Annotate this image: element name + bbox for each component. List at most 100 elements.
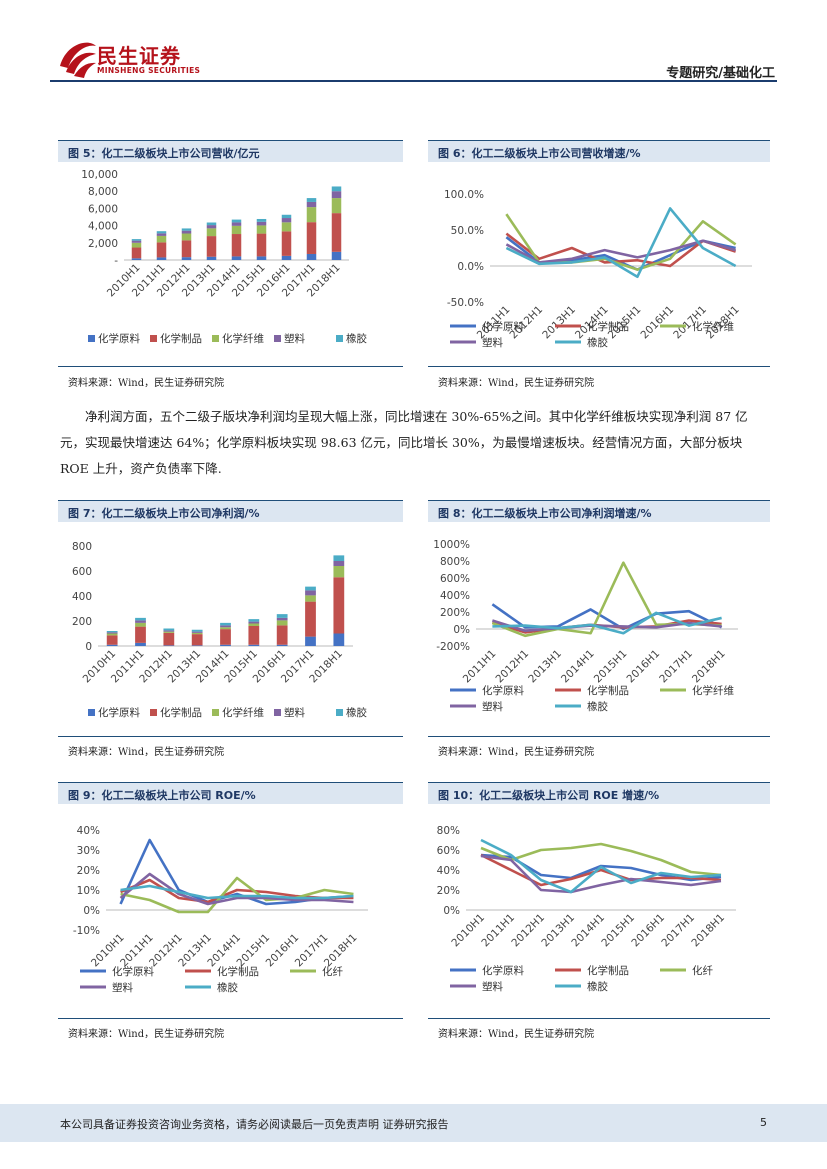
legend-label: 化学制品: [587, 320, 629, 333]
logo-en-text: MINSHENG SECURITIES: [97, 66, 201, 75]
bar-segment: [248, 644, 260, 646]
legend-label: 化学纤维: [222, 332, 264, 345]
bar-segment: [106, 632, 118, 634]
bar-segment: [206, 222, 217, 226]
bar-segment: [281, 255, 292, 260]
y-tick-label: -: [114, 255, 118, 267]
series-line: [505, 207, 737, 279]
figure-6-chart: 100.0%50.0%0.0%-50.0%2011H12012H12013H12…: [444, 189, 752, 349]
figure-5: 图 5：化工二级板块上市公司营收/亿元 10,000 8,000 6,000 4,00…: [58, 140, 403, 390]
figure-source: 资料来源：Wind，民生证券研究院: [438, 378, 595, 389]
bar-segment: [163, 628, 175, 631]
y-tick-label: 100.0%: [444, 189, 484, 201]
y-tick-label: 40%: [437, 865, 460, 877]
figure-9-chart: 40%30%20%10%0%-10%2010H12011H12012H12013…: [73, 825, 368, 994]
y-tick-label: 200%: [440, 607, 470, 619]
page-number: 5: [760, 1116, 767, 1129]
figure-rule: [428, 366, 770, 367]
figure-source: 资料来源：Wind，民生证券研究院: [68, 1029, 225, 1040]
bar-segment: [248, 619, 260, 622]
y-tick-label: 0: [85, 641, 92, 653]
figure-title: 图 7：化工二级板块上市公司净利润/%: [58, 500, 403, 522]
bar-segment: [106, 633, 118, 636]
bar-segment: [135, 622, 146, 627]
bar-segment: [305, 601, 316, 637]
figure-8: 图 8：化工二级板块上市公司净利润增速/% 1000% 800% 600% 400% 2…: [428, 500, 770, 760]
bar-segment: [131, 242, 142, 248]
series-line: [119, 838, 354, 906]
bar-segment: [220, 627, 231, 630]
legend-label: 塑料: [284, 706, 305, 719]
x-tick-label: 2016H1: [639, 304, 677, 342]
bar-segment: [276, 620, 288, 626]
bar-segment: [206, 256, 217, 260]
x-tick-label: 2016H1: [625, 648, 663, 686]
header-rule: [50, 80, 777, 82]
figure-8-chart: 1000% 800% 600% 400% 200% 0% -200%2011H12012H1…: [433, 539, 738, 713]
bar-segment: [331, 251, 342, 260]
y-tick-label: 40%: [77, 825, 100, 837]
minsheng-logo-icon: [60, 42, 96, 78]
bar-segment: [156, 233, 167, 236]
figure-rule: [58, 736, 403, 737]
figure-title: 图 5：化工二级板块上市公司营收/亿元: [58, 140, 403, 162]
bar-segment: [256, 256, 267, 260]
bar-segment: [333, 633, 345, 646]
x-tick-label: 2015H1: [592, 648, 630, 686]
bar-segment: [333, 561, 345, 566]
legend-label: 塑料: [482, 980, 503, 993]
bar-segment: [331, 191, 342, 199]
y-tick-label: 20%: [437, 885, 460, 897]
paragraph-text: 净利润方面，五个二级子版块净利润均呈现大幅上涨，同比增速在 30%-65%之间。…: [60, 409, 748, 476]
bar-segment: [306, 253, 317, 260]
page-footer: 本公司具备证券投资咨询业务资格，请务必阅读最后一页免责声明 证券研究报告 5: [0, 1104, 827, 1142]
figure-rule: [428, 1018, 770, 1019]
bar-segment: [276, 617, 288, 621]
series-line: [480, 853, 722, 887]
bar-segment: [220, 644, 231, 646]
bar-segment: [305, 590, 316, 596]
x-tick-label: 2013H1: [526, 648, 564, 686]
bar-segment: [206, 225, 217, 229]
figure-5-chart: 10,0008,0006,0004,0002,000-2010H12011H12…: [81, 169, 367, 345]
bar-segment: [156, 242, 167, 258]
y-tick-label: 0%: [83, 905, 100, 917]
bar-segment: [281, 231, 292, 256]
legend-swatch: [150, 709, 157, 716]
series-line: [492, 611, 722, 635]
bar-segment: [135, 626, 146, 643]
series-line: [480, 854, 722, 894]
legend-label: 橡胶: [587, 980, 608, 993]
series-line: [120, 884, 354, 900]
legend-swatch: [88, 709, 95, 716]
y-tick-label: -50.0%: [447, 297, 484, 309]
bar-segment: [256, 218, 267, 222]
bar-segment: [135, 617, 146, 621]
legend-label: 化学制品: [587, 964, 629, 977]
bar-segment: [256, 233, 267, 257]
legend-label: 化学原料: [112, 965, 154, 978]
figure-7-chart: 80060040020002010H12011H12012H12013H1201…: [72, 541, 368, 719]
bar-segment: [106, 635, 118, 645]
y-tick-label: 0%: [443, 905, 460, 917]
legend-label: 化学原料: [98, 706, 140, 719]
bar-segment: [306, 198, 317, 202]
bar-segment: [276, 614, 288, 618]
figure-10-chart: 80%60%40%20%0%2010H12011H12012H12013H120…: [437, 825, 736, 993]
figure-title: 图 8：化工二级板块上市公司净利润增速/%: [428, 500, 770, 522]
footer-disclaimer: 本公司具备证券投资咨询业务资格，请务必阅读最后一页免责声明 证券研究报告: [60, 1118, 449, 1131]
legend-label: 塑料: [482, 336, 503, 349]
legend-swatch: [274, 709, 281, 716]
bar-segment: [281, 214, 292, 219]
bar-segment: [231, 222, 242, 226]
bar-segment: [181, 228, 192, 231]
figure-source: 资料来源：Wind，民生证券研究院: [68, 378, 225, 389]
bar-segment: [191, 632, 203, 635]
bar-segment: [135, 642, 146, 646]
figure-title: 图 10：化工二级板块上市公司 ROE 增速/%: [428, 782, 770, 804]
bar-segment: [305, 595, 316, 602]
bar-segment: [331, 186, 342, 192]
bar-segment: [248, 621, 260, 624]
y-tick-label: 800%: [440, 556, 470, 568]
bar-segment: [248, 626, 260, 645]
